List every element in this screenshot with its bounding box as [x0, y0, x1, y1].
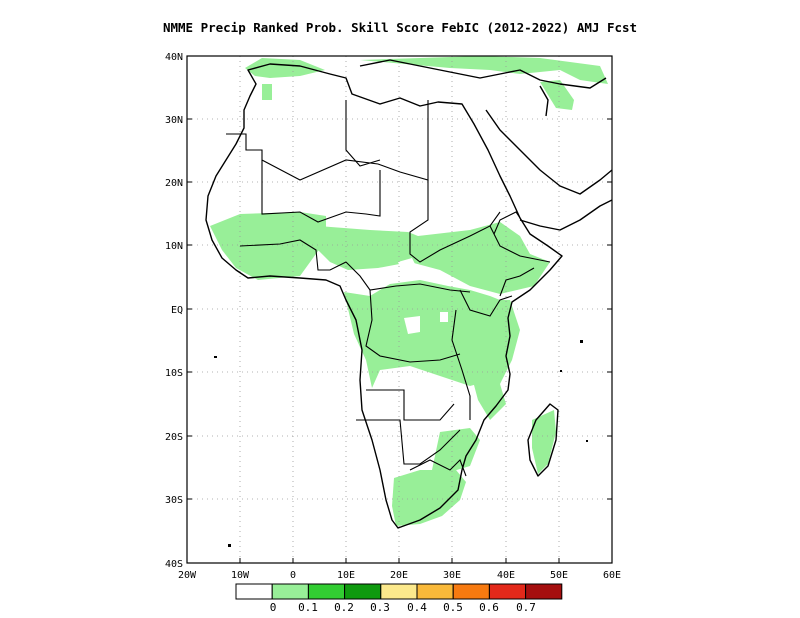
lat-label: EQ	[171, 305, 183, 316]
border	[226, 100, 429, 181]
colorbar-swatch	[271, 583, 309, 600]
colorbar-swatches	[235, 583, 563, 600]
colorbar: 0 0.1 0.2 0.3 0.4 0.5 0.6 0.7	[235, 583, 563, 614]
no-skill-patch	[404, 316, 420, 334]
lat-label: 20N	[165, 178, 183, 189]
border	[261, 160, 381, 223]
colorbar-swatch	[416, 583, 454, 600]
border	[409, 180, 501, 263]
lon-label: 0	[290, 570, 296, 581]
border	[499, 267, 535, 297]
islands	[214, 340, 588, 547]
colorbar-swatch	[452, 583, 490, 600]
lat-label: 40S	[165, 559, 183, 570]
africa-coastline	[205, 63, 563, 529]
colorbar-label: 0.1	[298, 601, 318, 614]
country-borders	[226, 100, 551, 477]
lon-label: 20W	[178, 570, 197, 581]
skill-region-levant	[540, 80, 574, 110]
border	[451, 309, 471, 420]
colorbar-label: 0.5	[443, 601, 463, 614]
border	[345, 261, 471, 293]
skill-region-east-africa	[470, 300, 520, 420]
colorbar-swatch	[525, 583, 563, 600]
lon-label: 20E	[390, 570, 408, 581]
caspian-coast	[539, 85, 549, 117]
no-skill-patch	[440, 312, 448, 322]
colorbar-label: 0.3	[370, 601, 390, 614]
lon-label: 10E	[337, 570, 355, 581]
colorbar-label: 0.7	[516, 601, 536, 614]
colorbar-label: 0.2	[334, 601, 354, 614]
lat-label: 30N	[165, 115, 183, 126]
colorbar-label: 0.6	[479, 601, 499, 614]
lon-labels: 20W 10W 0 10E 20E 30E 40E 50E 60E	[178, 570, 621, 581]
no-skill-patch	[398, 258, 418, 276]
coastlines	[205, 59, 612, 529]
chart-title: NMME Precip Ranked Prob. Skill Score Feb…	[162, 20, 638, 35]
lat-label: 40N	[165, 52, 183, 63]
border	[345, 100, 381, 167]
skill-region-north-coast	[245, 58, 325, 78]
colorbar-swatch	[344, 583, 382, 600]
border	[493, 211, 521, 235]
lat-label: 10S	[165, 368, 183, 379]
border	[489, 225, 551, 263]
lon-label: 40E	[497, 570, 515, 581]
colorbar-swatch	[235, 583, 273, 600]
border	[356, 419, 461, 465]
tick-marks	[187, 118, 612, 563]
skill-region-mediterranean	[360, 56, 608, 84]
border	[239, 239, 347, 271]
border	[459, 289, 513, 317]
skill-region-sahel-central	[318, 222, 550, 294]
no-skill-patches	[398, 258, 448, 334]
lon-label: 10W	[231, 570, 250, 581]
skill-regions	[210, 56, 608, 526]
lon-label: 60E	[603, 570, 621, 581]
skill-region-southeast	[432, 428, 480, 472]
skill-region-madagascar	[532, 410, 556, 474]
lat-label: 20S	[165, 432, 183, 443]
lat-label: 30S	[165, 495, 183, 506]
lon-label: 30E	[443, 570, 461, 581]
skill-region-morocco	[262, 84, 272, 100]
red-sea-coast	[519, 199, 612, 231]
border	[409, 459, 467, 477]
colorbar-swatch	[307, 583, 346, 600]
skill-region-sahel-west	[210, 212, 326, 280]
colorbar-label: 0	[270, 601, 277, 614]
border	[365, 289, 461, 363]
colorbar-swatch	[380, 583, 418, 600]
arabian-coastline	[485, 109, 612, 195]
madagascar-coastline	[527, 403, 559, 477]
europe-coast	[359, 59, 607, 89]
skill-region-south-africa	[392, 470, 466, 526]
lon-label: 50E	[550, 570, 568, 581]
colorbar-swatch	[488, 583, 527, 600]
lat-label: 10N	[165, 241, 183, 252]
border	[366, 389, 455, 421]
lat-labels: 40N 30N 20N 10N EQ 10S 20S 30S 40S	[165, 52, 183, 570]
colorbar-label: 0.4	[407, 601, 427, 614]
